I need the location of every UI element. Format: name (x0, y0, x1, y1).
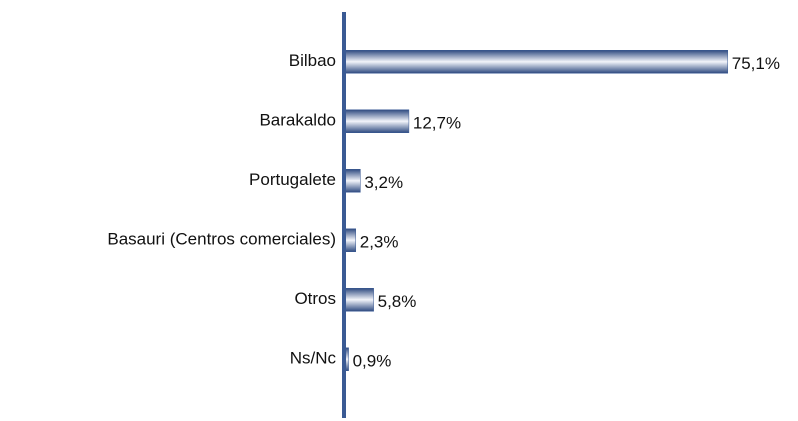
category-label: Basauri (Centros comerciales) (107, 230, 336, 249)
category-label: Ns/Nc (290, 349, 337, 368)
value-label: 3,2% (364, 173, 403, 192)
value-label: 0,9% (353, 352, 392, 371)
value-label: 75,1% (732, 54, 780, 73)
category-label: Bilbao (289, 51, 336, 70)
value-label: 2,3% (360, 233, 399, 252)
bar (343, 109, 410, 133)
category-label: Portugalete (249, 170, 336, 189)
value-label: 5,8% (378, 292, 417, 311)
bar (343, 50, 729, 74)
value-label: 12,7% (413, 114, 461, 133)
bar (343, 169, 361, 193)
bar (343, 288, 374, 312)
category-label: Otros (294, 289, 336, 308)
category-label: Barakaldo (259, 111, 336, 130)
